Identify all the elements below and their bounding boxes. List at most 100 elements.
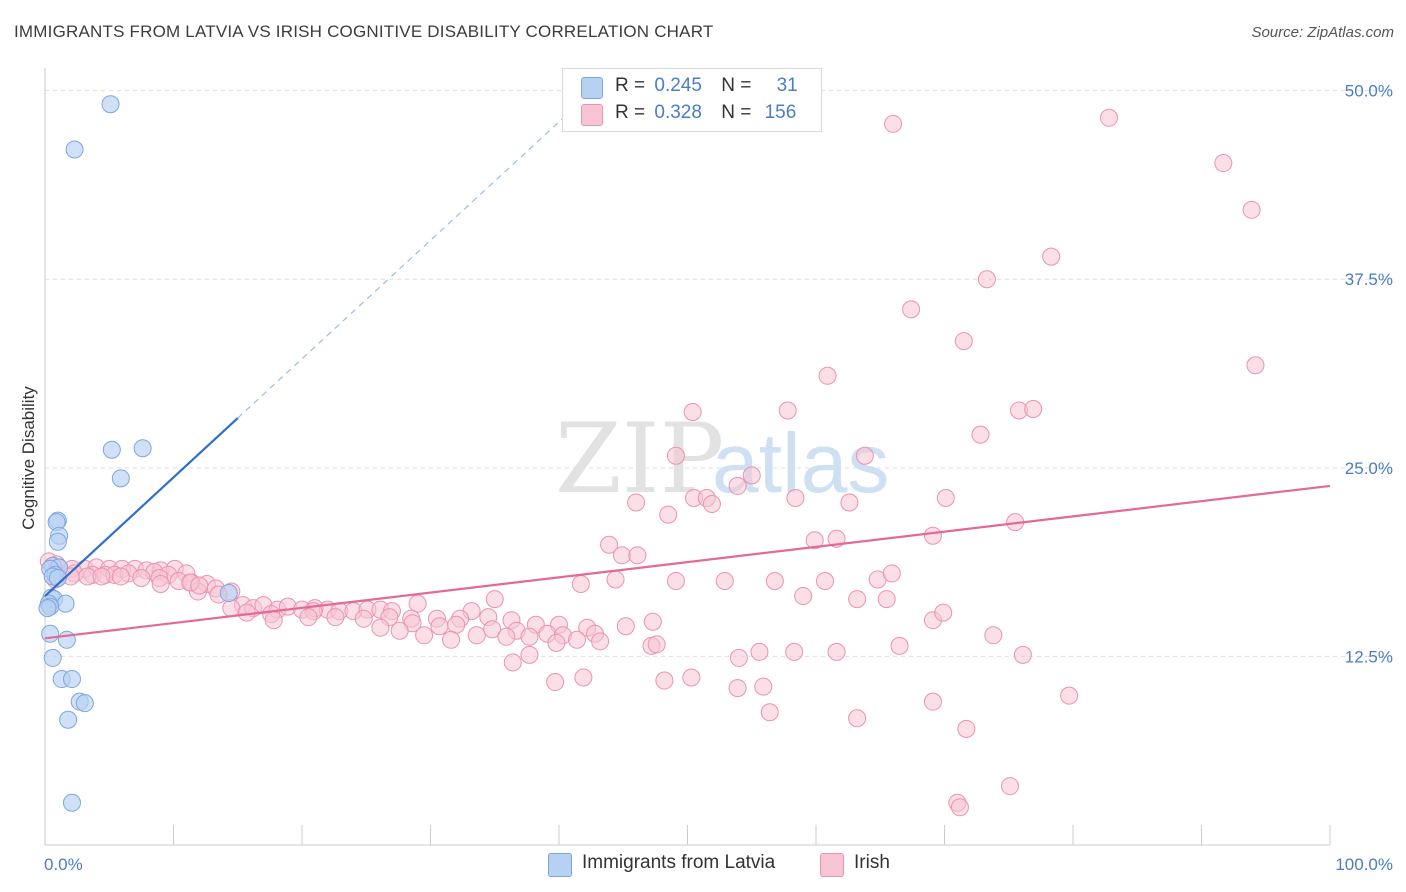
irish-point	[390, 621, 409, 640]
irish-point	[877, 590, 896, 609]
latvia-point	[133, 439, 152, 458]
irish-point	[520, 627, 539, 646]
irish-point	[729, 648, 748, 667]
irish-point	[923, 526, 942, 545]
latvia-point	[38, 599, 57, 618]
irish-point	[827, 642, 846, 661]
y-tick-labels: 12.5% 25.0% 37.5% 50.0%	[1345, 82, 1393, 667]
x-tick-labels: 0.0% 100.0%	[44, 855, 1393, 874]
irish-point	[591, 632, 610, 651]
irish-point	[728, 679, 747, 698]
bottom-legend-irish-label: Irish	[854, 852, 890, 873]
irish-point	[92, 567, 111, 586]
irish-point	[683, 402, 702, 421]
n-value: 31	[776, 75, 798, 96]
irish-trend-line	[44, 484, 1331, 640]
irish-point	[957, 719, 976, 738]
irish-point	[890, 636, 909, 655]
irish-point	[815, 571, 834, 590]
latvia-point	[48, 532, 67, 551]
irish-point	[606, 570, 625, 589]
irish-point	[567, 630, 586, 649]
irish-point	[616, 617, 635, 636]
legend-swatch-blue	[581, 77, 603, 99]
irish-point	[754, 677, 773, 696]
latvia-point	[57, 630, 76, 649]
irish-point	[520, 645, 539, 664]
irish-point	[794, 587, 813, 606]
irish-point	[765, 571, 784, 590]
irish-point	[805, 531, 824, 550]
r-label: R =	[615, 75, 646, 96]
irish-point	[1013, 645, 1032, 664]
y-tick-label: 12.5%	[1345, 647, 1393, 666]
irish-point	[659, 505, 678, 524]
irish-point	[778, 401, 797, 420]
irish-point	[571, 574, 590, 593]
legend-row-irish-text: R = 0.328 N = 156	[615, 102, 796, 124]
legend-row-latvia-text: R = 0.245 N = 31	[615, 75, 798, 97]
irish-point	[1099, 108, 1118, 127]
latvia-point	[41, 624, 60, 643]
latvia-points	[38, 95, 238, 812]
irish-point	[111, 567, 130, 586]
x-tick-label: 100.0%	[1335, 855, 1393, 874]
latvia-point	[62, 793, 81, 812]
irish-point	[299, 608, 318, 627]
irish-point	[447, 615, 466, 634]
axes	[44, 68, 1331, 846]
irish-points	[39, 108, 1265, 817]
legend-swatch-pink	[581, 104, 603, 126]
irish-point	[1042, 247, 1061, 266]
latvia-point	[219, 584, 238, 603]
latvia-trend-line	[44, 417, 239, 597]
gridlines	[45, 90, 1392, 657]
irish-point	[222, 599, 241, 618]
irish-point	[190, 576, 209, 595]
chart-title: IMMIGRANTS FROM LATVIA VS IRISH COGNITIV…	[14, 22, 714, 41]
r-value: 0.245	[654, 75, 702, 96]
irish-point	[742, 466, 761, 485]
irish-point	[503, 653, 522, 672]
irish-point	[984, 626, 1003, 645]
n-value: 156	[764, 102, 797, 123]
latvia-point	[48, 568, 67, 587]
latvia-point	[56, 594, 75, 613]
irish-point	[546, 673, 565, 692]
irish-point	[612, 546, 631, 565]
latvia-trend-extension	[237, 97, 586, 419]
irish-point	[977, 270, 996, 289]
r-label: R =	[615, 102, 646, 123]
irish-point	[682, 668, 701, 687]
irish-point	[1001, 777, 1020, 796]
trend-lines	[44, 97, 1331, 640]
irish-point	[848, 590, 867, 609]
irish-point	[547, 633, 566, 652]
irish-point	[666, 446, 685, 465]
irish-point	[818, 366, 837, 385]
y-tick-label: 37.5%	[1345, 270, 1393, 289]
n-label: N =	[721, 102, 752, 123]
bottom-legend-swatch-pink	[820, 853, 844, 877]
irish-point	[715, 571, 734, 590]
latvia-point	[59, 710, 78, 729]
irish-point	[902, 300, 921, 319]
latvia-point	[111, 469, 130, 488]
irish-point	[574, 668, 593, 687]
irish-point	[786, 488, 805, 507]
irish-point	[1242, 200, 1261, 219]
x-tick-label: 0.0%	[44, 855, 83, 874]
y-tick-label: 50.0%	[1345, 82, 1393, 101]
latvia-point	[62, 670, 81, 689]
irish-point	[643, 612, 662, 631]
latvia-point	[43, 648, 62, 667]
irish-point	[600, 535, 619, 554]
irish-point	[923, 692, 942, 711]
irish-point	[1246, 356, 1265, 375]
latvia-point	[101, 95, 120, 114]
irish-point	[647, 635, 666, 654]
irish-point	[132, 568, 151, 587]
irish-point	[971, 425, 990, 444]
irish-point	[855, 446, 874, 465]
